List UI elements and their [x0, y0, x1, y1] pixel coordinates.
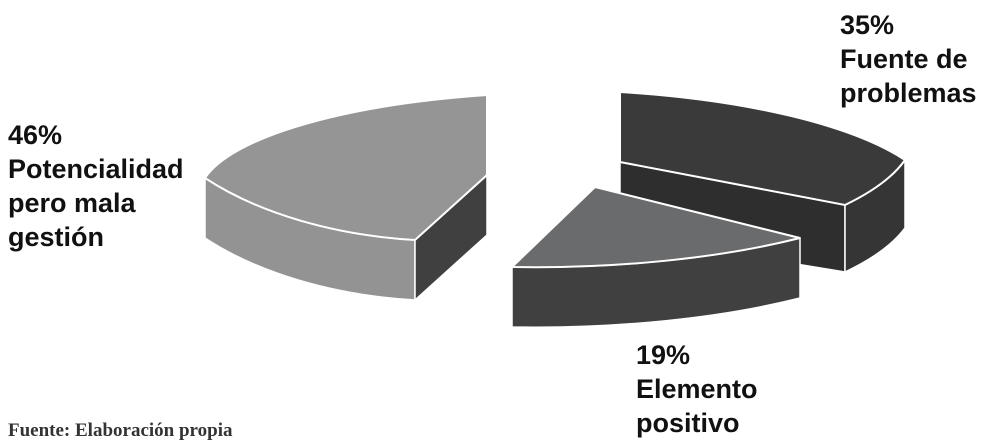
pie-chart	[203, 90, 907, 328]
slice-label-line: 35%	[840, 10, 895, 40]
slice-top-elemento-positivo	[509, 185, 801, 269]
slice-label-potencialidad: 46% Potencialidad pero mala gestión	[8, 118, 184, 254]
slice-label-line: Elemento	[636, 374, 758, 404]
slice-top-fuente-problemas	[619, 90, 907, 207]
slice-label-line: 46%	[8, 120, 63, 150]
slice-label-line: positivo	[636, 408, 740, 438]
slice-label-line: problemas	[840, 78, 977, 108]
pie-slice-potencialidad	[203, 93, 488, 302]
pie-slice-elemento-positivo	[509, 185, 801, 328]
slice-label-line: 19%	[636, 340, 691, 370]
source-footer: Fuente: Elaboración propia	[8, 420, 233, 441]
slice-label-line: Potencialidad	[8, 154, 184, 184]
slice-label-line: gestión	[8, 222, 105, 252]
slice-label-line: pero mala	[8, 188, 136, 218]
slice-label-fuente-problemas: 35% Fuente de problemas	[840, 8, 977, 110]
slice-label-line: Fuente de	[840, 44, 968, 74]
slice-top-potencialidad	[203, 93, 488, 242]
slice-label-elemento-positivo: 19% Elemento positivo	[636, 338, 758, 440]
